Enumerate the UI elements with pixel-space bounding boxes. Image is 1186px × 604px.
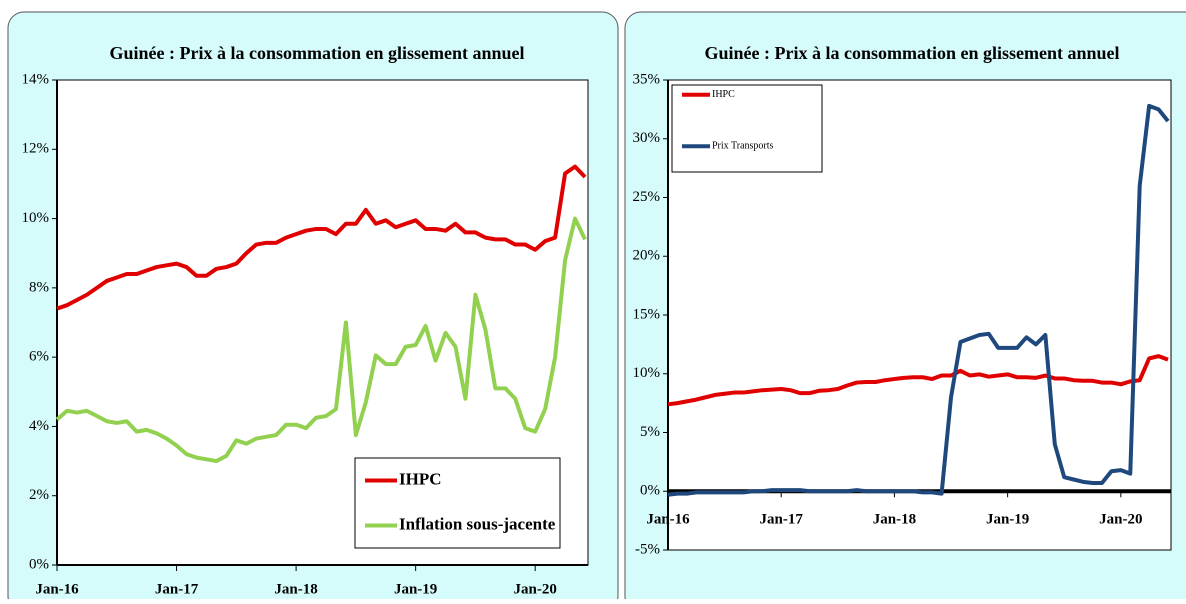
legend-box <box>671 84 823 173</box>
y-tick-label: 30% <box>633 130 661 146</box>
y-tick-label: 8% <box>29 279 49 295</box>
legend-box <box>354 457 561 549</box>
series-line <box>667 354 1169 407</box>
y-tick-label: -5% <box>635 541 660 557</box>
legend-label: Inflation sous-jacente <box>399 514 556 533</box>
series-line <box>667 103 1170 497</box>
chart-title: Guinée : Prix à la consommation en gliss… <box>705 43 1120 63</box>
y-tick-label: 5% <box>640 424 660 440</box>
y-tick-label: 35% <box>633 71 661 87</box>
x-tick-label: Jan-20 <box>514 581 557 597</box>
y-tick-label: 20% <box>633 248 661 264</box>
legend-label: IHPC <box>399 469 442 488</box>
legend-label: Prix Transports <box>712 141 774 152</box>
y-tick-label: 12% <box>22 141 50 157</box>
x-tick-label: Jan-20 <box>1099 511 1142 527</box>
y-tick-label: 14% <box>22 71 50 87</box>
y-tick-label: 4% <box>29 418 49 434</box>
y-tick-label: 10% <box>633 365 661 381</box>
y-tick-label: 25% <box>633 189 661 205</box>
x-tick-label: Jan-16 <box>35 581 79 597</box>
legend-label: IHPC <box>712 89 735 100</box>
x-tick-label: Jan-19 <box>394 581 437 597</box>
x-tick-label: Jan-18 <box>873 511 916 527</box>
y-tick-label: 10% <box>22 210 50 226</box>
y-tick-label: 15% <box>633 306 661 322</box>
y-tick-label: 0% <box>640 483 660 499</box>
x-tick-label: Jan-18 <box>274 581 317 597</box>
series-line <box>56 164 587 311</box>
x-tick-label: Jan-19 <box>986 511 1029 527</box>
chart-title: Guinée : Prix à la consommation en gliss… <box>110 43 525 63</box>
x-tick-label: Jan-17 <box>155 581 199 597</box>
series-line <box>55 216 587 464</box>
y-tick-label: 2% <box>29 487 49 503</box>
x-tick-label: Jan-17 <box>760 511 804 527</box>
y-tick-label: 0% <box>29 556 49 572</box>
y-tick-label: 6% <box>29 349 49 365</box>
